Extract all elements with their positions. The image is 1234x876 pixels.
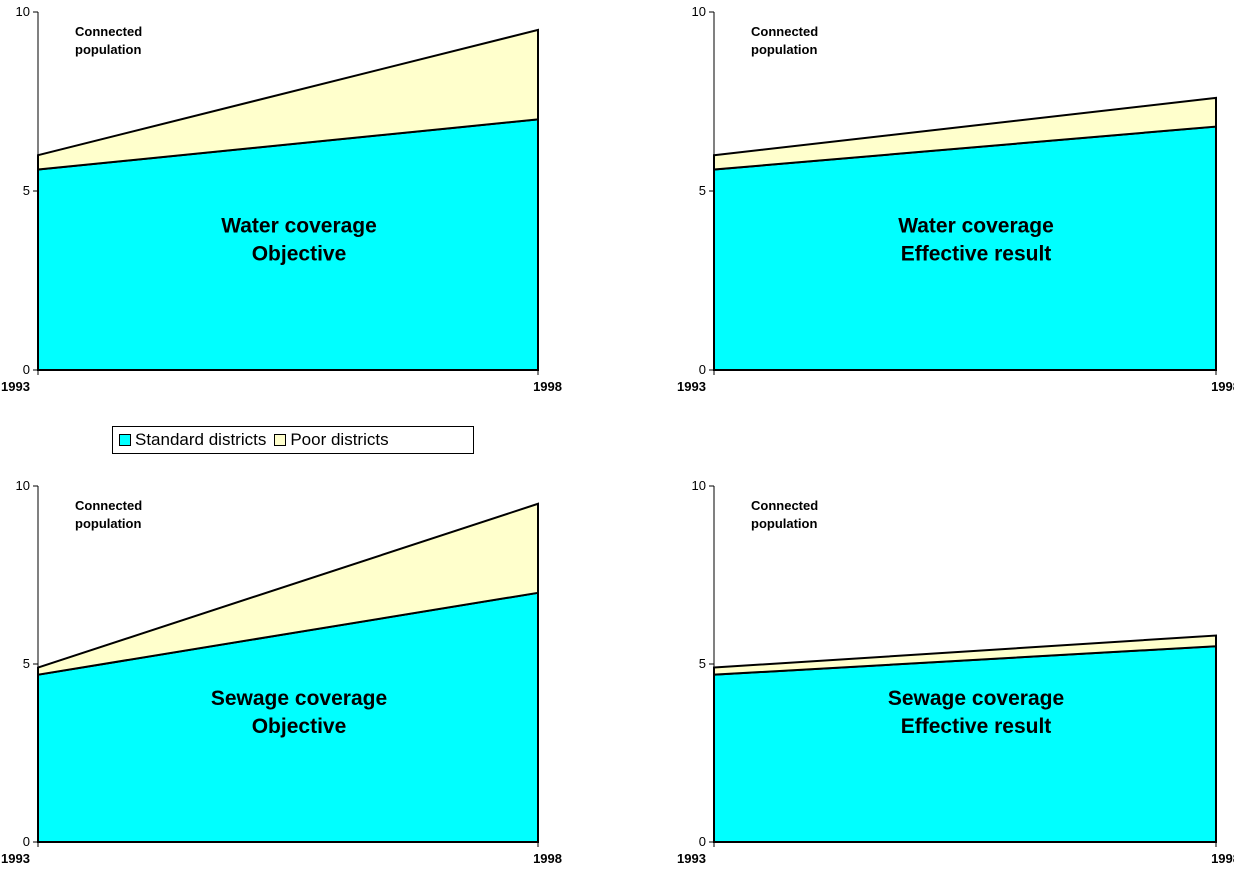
chart-title: Effective result [901, 242, 1052, 265]
area-standard [713, 645, 1217, 843]
y-tick-label: 10 [16, 478, 30, 493]
chart-2: 0 5 10 1993 1998 Connected population Water cov… [677, 4, 1234, 394]
y-tick-label: 0 [23, 362, 30, 377]
x-tick-label: 1998 [533, 379, 562, 394]
chart-title: Sewage coverage [888, 687, 1064, 710]
legend-label-poor: Poor districts [290, 430, 389, 449]
chart-3: 0 5 10 1993 1998 Connected population Sewage co… [1, 478, 562, 866]
y-tick-label: 5 [23, 656, 30, 671]
y-tick-label: 5 [23, 183, 30, 198]
y-tick-label: 0 [699, 834, 706, 849]
x-tick-label: 1993 [1, 379, 30, 394]
y-tick-label: 10 [692, 4, 706, 19]
chart-4: 0 5 10 1993 1998 Connected population Sewage co… [677, 478, 1234, 866]
y-axis-label: Connected [751, 498, 818, 513]
legend-item-poor: Poor districts [274, 430, 389, 450]
x-tick-label: 1998 [1211, 379, 1234, 394]
y-axis-label: Connected [75, 498, 142, 513]
y-axis-label: population [75, 42, 141, 57]
y-axis-label: population [751, 516, 817, 531]
y-tick-label: 10 [16, 4, 30, 19]
x-tick-label: 1993 [1, 851, 30, 866]
y-tick-label: 10 [692, 478, 706, 493]
x-tick-label: 1993 [677, 851, 706, 866]
y-tick-label: 5 [699, 656, 706, 671]
x-tick-label: 1998 [1211, 851, 1234, 866]
chart-title: Objective [252, 715, 347, 738]
legend-item-standard: Standard districts [119, 430, 266, 450]
y-axis-label: population [751, 42, 817, 57]
y-tick-label: 0 [699, 362, 706, 377]
chart-title: Sewage coverage [211, 687, 387, 710]
chart-title: Water coverage [898, 214, 1054, 237]
y-axis-label: Connected [75, 24, 142, 39]
x-tick-label: 1998 [533, 851, 562, 866]
y-tick-label: 5 [699, 183, 706, 198]
chart-title: Effective result [901, 715, 1052, 738]
chart-1: 0 5 10 1993 1998 Connected population Water cov… [1, 4, 562, 394]
legend-swatch-standard [119, 434, 131, 446]
y-axis-label: population [75, 516, 141, 531]
y-axis-label: Connected [751, 24, 818, 39]
legend-label-standard: Standard districts [135, 430, 267, 449]
legend-swatch-poor [274, 434, 287, 446]
chart-title: Objective [252, 242, 347, 265]
x-tick-label: 1993 [677, 379, 706, 394]
chart-title: Water coverage [221, 214, 377, 237]
y-tick-label: 0 [23, 834, 30, 849]
legend: Standard districts Poor districts [112, 426, 474, 454]
